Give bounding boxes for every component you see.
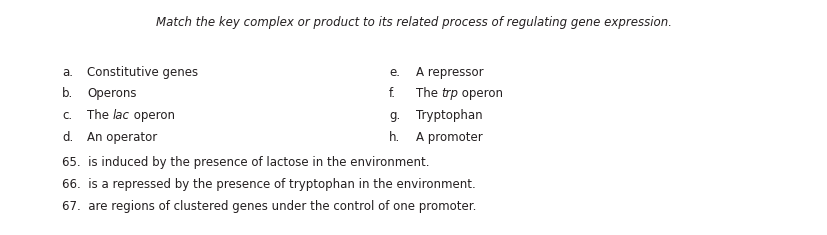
Text: The: The	[415, 87, 441, 100]
Text: Operons: Operons	[87, 87, 136, 100]
Text: trp: trp	[441, 87, 458, 100]
Text: g.: g.	[389, 109, 400, 122]
Text: d.: d.	[62, 131, 74, 144]
Text: operon: operon	[130, 109, 174, 122]
Text: c.: c.	[62, 109, 72, 122]
Text: Tryptophan: Tryptophan	[415, 109, 481, 122]
Text: 65.  is induced by the presence of lactose in the environment.: 65. is induced by the presence of lactos…	[62, 156, 429, 169]
Text: Constitutive genes: Constitutive genes	[87, 66, 198, 79]
Text: Match the key complex or product to its related process of regulating gene expre: Match the key complex or product to its …	[155, 16, 672, 29]
Text: 67.  are regions of clustered genes under the control of one promoter.: 67. are regions of clustered genes under…	[62, 200, 476, 212]
Text: e.: e.	[389, 66, 399, 79]
Text: lac: lac	[112, 109, 130, 122]
Text: b.: b.	[62, 87, 74, 100]
Text: a.: a.	[62, 66, 73, 79]
Text: An operator: An operator	[87, 131, 157, 144]
Text: h.: h.	[389, 131, 400, 144]
Text: The: The	[87, 109, 112, 122]
Text: f.: f.	[389, 87, 395, 100]
Text: 66.  is a repressed by the presence of tryptophan in the environment.: 66. is a repressed by the presence of tr…	[62, 178, 476, 191]
Text: A repressor: A repressor	[415, 66, 483, 79]
Text: operon: operon	[458, 87, 503, 100]
Text: A promoter: A promoter	[415, 131, 482, 144]
